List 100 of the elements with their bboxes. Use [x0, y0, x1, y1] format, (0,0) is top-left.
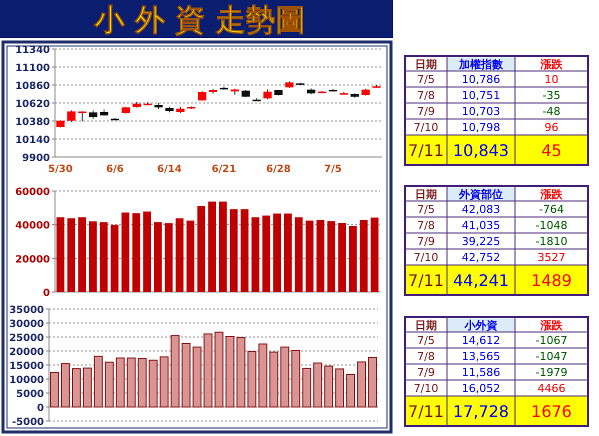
bar [269, 352, 278, 408]
text: 42,083 [462, 203, 500, 216]
y-tick-label: 30000 [9, 319, 44, 330]
y-tick-label: 5000 [16, 389, 44, 400]
category-label: 小外資 [464, 319, 498, 332]
text: -1047 [536, 350, 568, 363]
text: 日期 [415, 58, 437, 71]
bar [170, 335, 180, 408]
bar [208, 202, 216, 292]
bar [100, 222, 108, 292]
category-label: 7/8 [417, 89, 435, 102]
bar [360, 220, 368, 292]
y-tick-label: 25000 [9, 333, 44, 344]
text: 41,035 [462, 219, 500, 232]
y-tick-label: -5000 [12, 417, 44, 428]
y-tick-label: 10620 [15, 99, 50, 110]
bar [346, 374, 356, 408]
x-tick-label: 6/28 [266, 164, 291, 175]
candlestick [263, 89, 272, 100]
text: 日期 [415, 319, 437, 332]
bar [104, 362, 114, 408]
bar [280, 346, 290, 408]
text: 3527 [538, 251, 566, 264]
bar [291, 350, 300, 408]
category-label: 加權指數 [458, 58, 504, 71]
bar [143, 212, 151, 292]
text: 10,843 [453, 141, 509, 160]
y-tick-label: 35000 [9, 305, 44, 316]
bar [67, 218, 76, 292]
category-label: 7/10 [414, 121, 438, 134]
bar [61, 363, 70, 408]
bar [110, 224, 118, 292]
bar [192, 346, 202, 408]
bar [214, 332, 224, 408]
bar [132, 213, 140, 292]
category-label: 外資部位 [458, 188, 503, 201]
text: -1048 [536, 219, 568, 232]
y-tick-label: 10000 [9, 375, 44, 386]
bar [226, 336, 234, 408]
bar [82, 368, 92, 408]
text: 日期 [415, 188, 437, 201]
bar [164, 223, 173, 292]
category-label: 7/5 [417, 73, 435, 86]
bar [324, 366, 334, 408]
candlestick [198, 90, 206, 102]
text: 44,241 [453, 271, 509, 290]
text: 10,798 [462, 121, 500, 134]
text: 39,225 [462, 235, 500, 248]
bar [370, 218, 378, 292]
bar [154, 222, 162, 292]
bar [160, 356, 169, 408]
y-tick-label: 0 [43, 288, 50, 299]
x-tick-label: 6/6 [106, 164, 124, 175]
bar [94, 356, 103, 408]
text: 10,751 [462, 89, 500, 102]
bar [349, 226, 357, 292]
bar [273, 214, 281, 292]
y-tick-label: 20000 [15, 254, 50, 266]
category-label: 7/9 [417, 366, 435, 379]
category-label: 7/10 [414, 251, 438, 264]
bar [204, 333, 212, 408]
bar [56, 217, 64, 292]
bar [284, 214, 292, 292]
bar [122, 212, 130, 292]
bar [230, 209, 238, 292]
text: -1067 [536, 334, 568, 347]
category-label: 7/9 [417, 235, 435, 248]
category-label: 漲跌 [540, 319, 564, 332]
category-label: 漲跌 [540, 188, 564, 201]
bar [252, 217, 260, 292]
y-tick-label: 60000 [15, 187, 50, 198]
category-label: 7/5 [417, 334, 435, 347]
x-tick-label: 6/21 [212, 164, 236, 175]
x-tick-label: 7/5 [324, 164, 342, 175]
text: -764 [539, 203, 564, 216]
bar [236, 337, 246, 408]
bar [302, 368, 312, 408]
bar [247, 351, 256, 408]
bar [116, 358, 125, 408]
bar [186, 220, 194, 292]
text: 11,586 [462, 366, 500, 379]
text: 10,786 [462, 73, 500, 86]
text: 13,565 [462, 350, 500, 363]
text: 96 [544, 121, 558, 134]
text: 16,052 [462, 382, 500, 395]
y-tick-label: 40000 [15, 220, 50, 232]
y-tick-label: 15000 [9, 361, 44, 372]
category-label: 7/8 [417, 219, 435, 232]
text: -35 [542, 89, 560, 102]
bar [368, 356, 377, 408]
category-label: 漲跌 [540, 58, 564, 71]
bar [313, 362, 322, 408]
text: -1979 [536, 366, 568, 379]
text: 10 [544, 73, 558, 86]
category-label: 7/11 [408, 141, 444, 160]
text: 1489 [531, 271, 572, 290]
bar [72, 368, 81, 408]
text: 42,752 [462, 251, 500, 264]
bar [126, 358, 136, 408]
category-label: 7/11 [408, 402, 444, 421]
